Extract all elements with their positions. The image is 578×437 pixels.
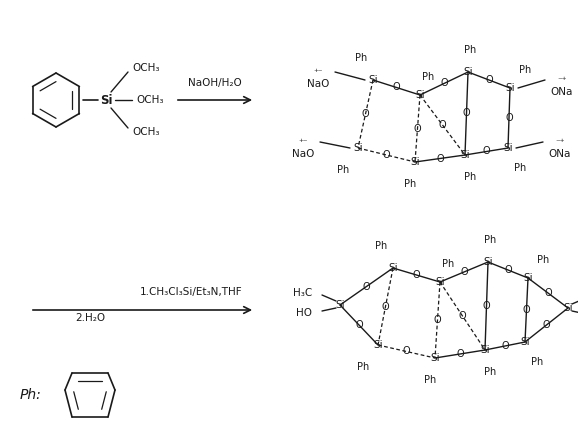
Text: Ph: Ph bbox=[355, 53, 367, 63]
Text: ⁻⁺: ⁻⁺ bbox=[555, 138, 565, 146]
Text: Si: Si bbox=[415, 90, 425, 100]
Text: O: O bbox=[362, 109, 369, 119]
Text: O: O bbox=[456, 349, 464, 359]
Text: Ph: Ph bbox=[519, 65, 531, 75]
Text: 2.H₂O: 2.H₂O bbox=[75, 313, 105, 323]
Text: OCH₃: OCH₃ bbox=[132, 63, 160, 73]
Text: Si: Si bbox=[463, 67, 473, 77]
Text: Si: Si bbox=[388, 263, 398, 273]
Text: Si: Si bbox=[480, 345, 490, 355]
Text: Si: Si bbox=[520, 337, 530, 347]
Text: O: O bbox=[434, 315, 442, 325]
Text: O: O bbox=[543, 320, 550, 330]
Text: O: O bbox=[460, 267, 468, 277]
Text: Ph:: Ph: bbox=[19, 388, 41, 402]
Text: Si: Si bbox=[435, 277, 445, 287]
Text: O: O bbox=[459, 311, 466, 321]
Text: Ph: Ph bbox=[537, 255, 549, 265]
Text: O: O bbox=[439, 120, 446, 130]
Text: O: O bbox=[414, 124, 421, 133]
Text: Si: Si bbox=[100, 94, 112, 107]
Text: Ph: Ph bbox=[464, 45, 476, 55]
Text: O: O bbox=[504, 265, 512, 275]
Text: Si: Si bbox=[353, 143, 363, 153]
Text: ⁺⁻: ⁺⁻ bbox=[313, 67, 323, 76]
Text: Si: Si bbox=[373, 340, 383, 350]
Text: O: O bbox=[381, 302, 390, 312]
Text: O: O bbox=[413, 270, 420, 280]
Text: Si: Si bbox=[503, 143, 513, 153]
Text: O: O bbox=[362, 281, 370, 291]
Text: O: O bbox=[483, 301, 490, 311]
Text: Si: Si bbox=[483, 257, 493, 267]
Text: O: O bbox=[440, 79, 448, 89]
Text: Si: Si bbox=[505, 83, 515, 93]
Text: Si: Si bbox=[410, 157, 420, 167]
Text: O: O bbox=[485, 75, 493, 85]
Text: Si: Si bbox=[460, 150, 470, 160]
Text: O: O bbox=[544, 288, 552, 298]
Text: Si: Si bbox=[523, 273, 533, 283]
Text: ONa: ONa bbox=[549, 149, 571, 159]
Text: O: O bbox=[392, 83, 401, 93]
Text: OCH₃: OCH₃ bbox=[132, 127, 160, 137]
Text: O: O bbox=[383, 150, 390, 160]
Text: NaO: NaO bbox=[292, 149, 314, 159]
Text: Ph: Ph bbox=[424, 375, 436, 385]
Text: O: O bbox=[462, 108, 470, 118]
Text: Si: Si bbox=[563, 303, 573, 313]
Text: O: O bbox=[436, 153, 444, 163]
Text: Ph: Ph bbox=[337, 165, 349, 175]
Text: Si: Si bbox=[335, 300, 345, 310]
Text: HO: HO bbox=[296, 308, 312, 318]
Text: NaOH/H₂O: NaOH/H₂O bbox=[188, 78, 242, 88]
Text: Ph: Ph bbox=[484, 367, 496, 377]
Text: O: O bbox=[355, 320, 363, 330]
Text: Ph: Ph bbox=[464, 172, 476, 182]
Text: Ph: Ph bbox=[357, 362, 369, 372]
Text: Si: Si bbox=[430, 353, 440, 363]
Text: ⁻⁺: ⁻⁺ bbox=[557, 76, 567, 84]
Text: Ph: Ph bbox=[442, 259, 454, 269]
Text: ⁺⁻: ⁺⁻ bbox=[298, 138, 307, 146]
Text: O: O bbox=[501, 341, 509, 351]
Text: Ph: Ph bbox=[484, 235, 496, 245]
Text: Si: Si bbox=[368, 75, 378, 85]
Text: O: O bbox=[483, 146, 490, 156]
Text: H₃C: H₃C bbox=[292, 288, 312, 298]
Text: O: O bbox=[505, 113, 513, 123]
Text: Ph: Ph bbox=[531, 357, 543, 367]
Text: Ph: Ph bbox=[404, 179, 416, 189]
Text: ONa: ONa bbox=[551, 87, 573, 97]
Text: Ph: Ph bbox=[375, 241, 387, 251]
Text: O: O bbox=[403, 347, 410, 357]
Text: Ph: Ph bbox=[514, 163, 526, 173]
Text: O: O bbox=[523, 305, 530, 315]
Text: Ph: Ph bbox=[422, 72, 434, 82]
Text: NaO: NaO bbox=[307, 79, 329, 89]
Text: 1.CH₃Cl₃Si/Et₃N,THF: 1.CH₃Cl₃Si/Et₃N,THF bbox=[140, 287, 243, 297]
Text: OCH₃: OCH₃ bbox=[136, 95, 164, 105]
